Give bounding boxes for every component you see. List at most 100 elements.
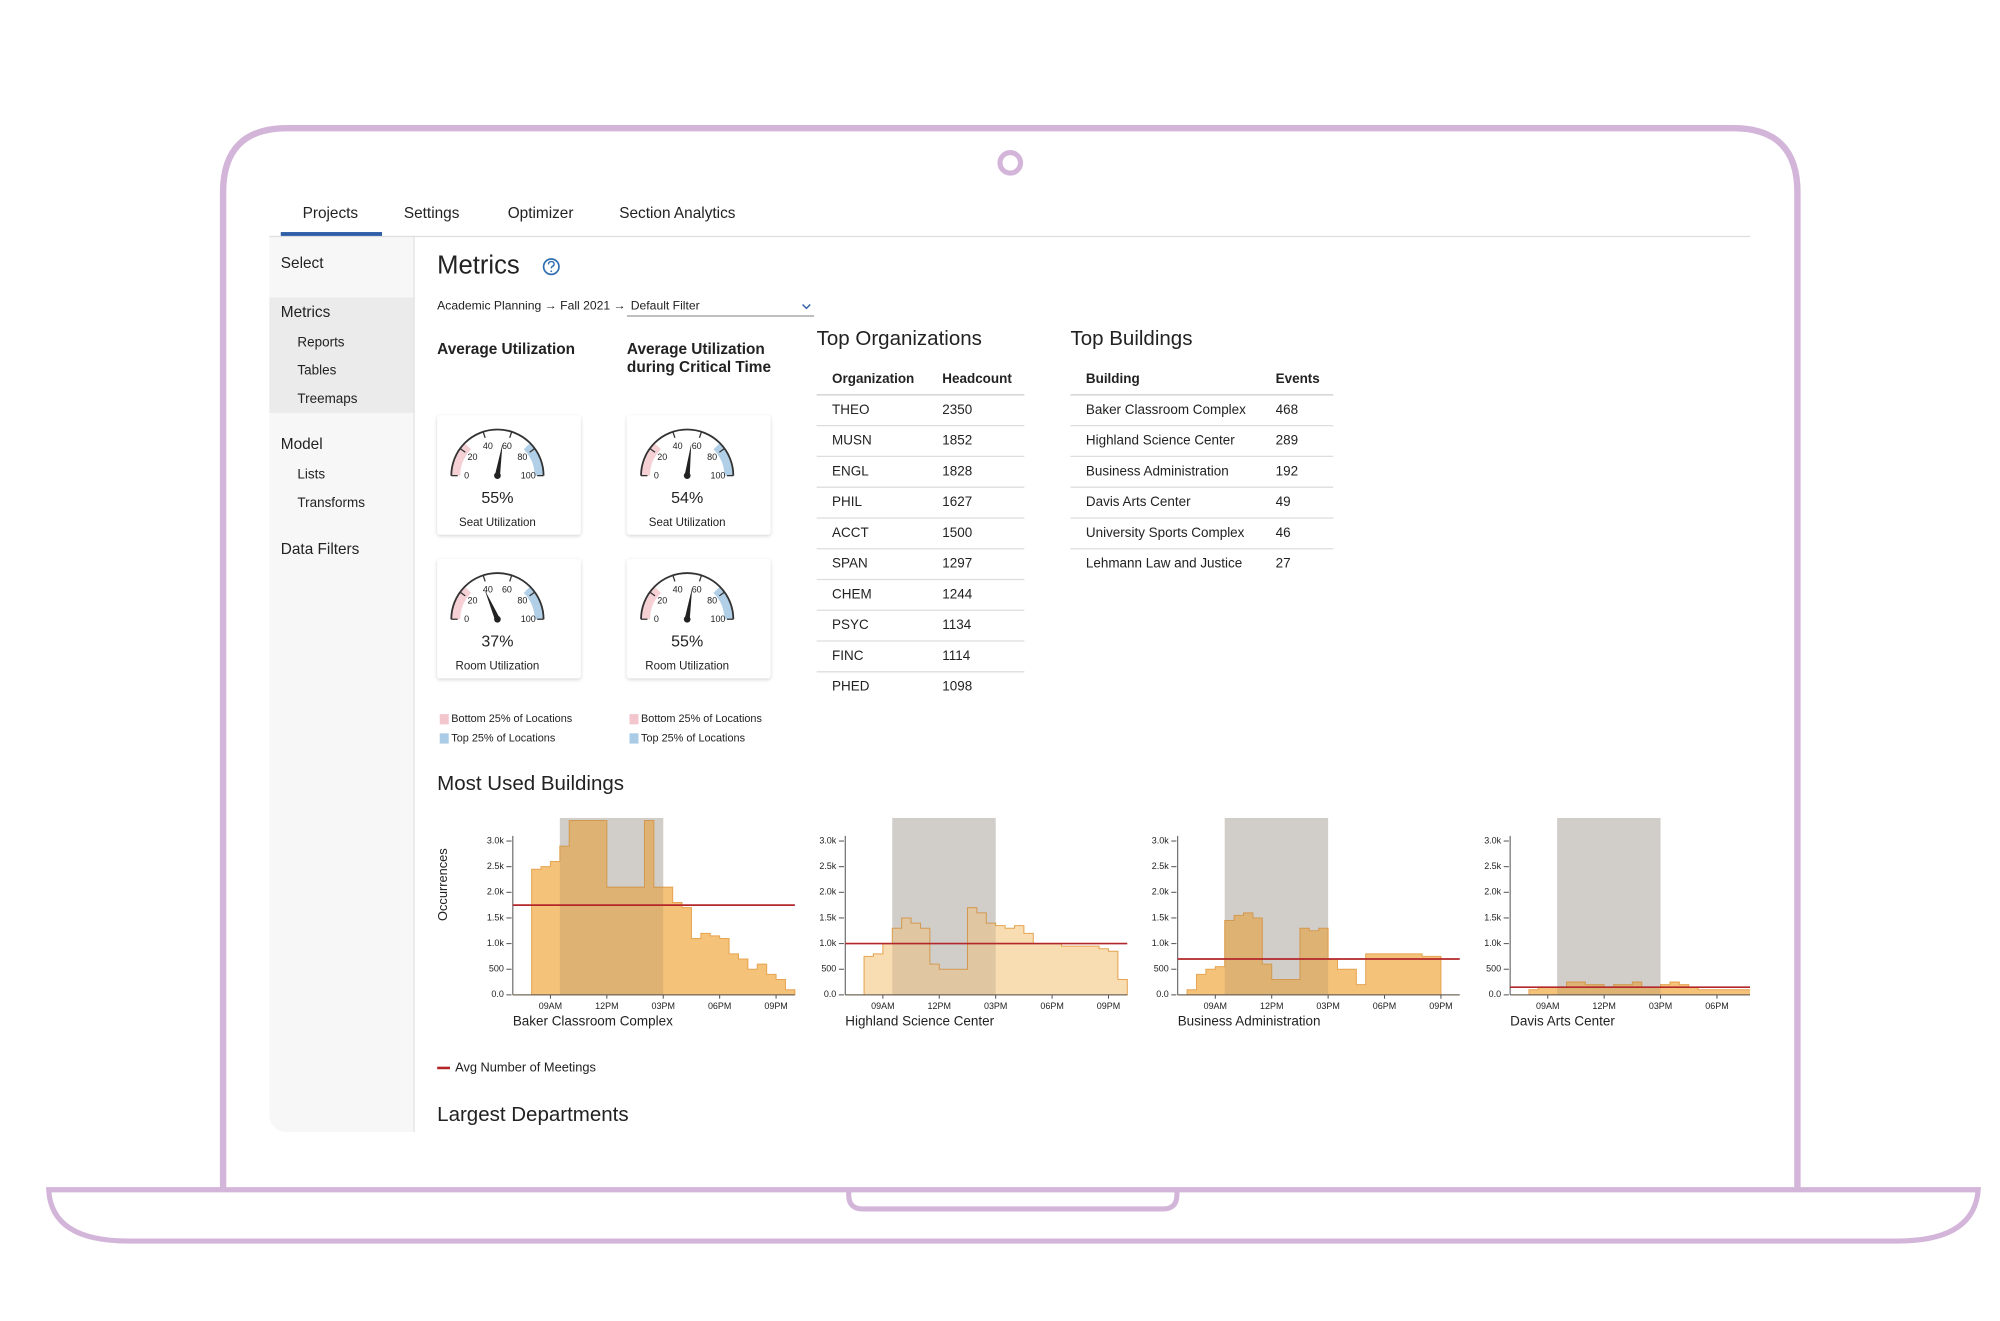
gauge-card <box>437 558 581 679</box>
y-tick-label: 2.0k <box>487 887 504 897</box>
gauge-tick-label: 100 <box>521 614 536 624</box>
x-tick-label: 09AM <box>1204 1001 1227 1011</box>
table-cell: 468 <box>1276 402 1298 417</box>
gauge-arc <box>640 428 735 476</box>
gauge-hub <box>683 472 691 479</box>
gauge-tick <box>672 431 676 439</box>
y-tick-label: 2.5k <box>819 861 836 871</box>
gauge-needle <box>684 443 692 476</box>
x-tick-label: 06PM <box>1705 1001 1728 1011</box>
table-cell: 1500 <box>942 525 972 540</box>
y-tick-label: 1.0k <box>819 938 836 948</box>
table-cell: Business Administration <box>1086 463 1229 478</box>
sidebar-section[interactable]: Select <box>281 255 324 272</box>
gauge-band-low <box>641 443 661 476</box>
active-tab-underline <box>280 232 383 236</box>
chart-name: Baker Classroom Complex <box>513 1013 673 1028</box>
help-icon-dot <box>550 270 553 273</box>
table-cell: THEO <box>832 402 869 417</box>
sidebar-section[interactable]: Metrics <box>281 304 331 321</box>
tab[interactable]: Settings <box>404 205 460 222</box>
laptop-lid <box>219 125 1801 1190</box>
gauge-hub <box>683 615 691 623</box>
sidebar-item[interactable]: Treemaps <box>297 391 357 406</box>
y-tick-label: 1.0k <box>1484 938 1501 948</box>
gauge-hub <box>494 615 501 623</box>
sidebar-item[interactable]: Transforms <box>297 495 365 510</box>
table-cell: ENGL <box>832 463 869 478</box>
gauge-card <box>626 415 771 535</box>
table-cell: CHEM <box>832 586 872 601</box>
legend-label: Bottom 25% of Locations <box>451 713 572 725</box>
x-tick-label: 03PM <box>984 1001 1007 1011</box>
y-tick-label: 1.5k <box>1484 912 1501 922</box>
gauge-card <box>437 415 581 535</box>
tab[interactable]: Projects <box>303 205 359 222</box>
gauge-tick-label: 0 <box>654 614 659 624</box>
gauge-tick-label: 40 <box>483 584 493 594</box>
legend-swatch <box>439 714 449 725</box>
gauge-tick-label: 60 <box>502 584 512 594</box>
sidebar-item[interactable]: Reports <box>297 335 344 350</box>
gauge-arc <box>450 572 545 620</box>
gauge-band-high <box>713 586 734 620</box>
tab[interactable]: Section Analytics <box>619 205 736 222</box>
filter-chevron[interactable] <box>802 303 811 310</box>
x-tick-label: 03PM <box>652 1001 675 1011</box>
help-icon-glyph <box>547 260 555 269</box>
sidebar-item[interactable]: Tables <box>297 363 336 378</box>
gauge-tick-label: 0 <box>654 471 659 481</box>
gauge-tick <box>698 431 703 439</box>
table-cell: Davis Arts Center <box>1086 494 1191 509</box>
laptop-notch <box>846 1189 1180 1212</box>
table-cell: PHIL <box>832 494 862 509</box>
legend-swatch <box>629 733 639 744</box>
sidebar-section[interactable]: Model <box>281 436 323 453</box>
page-title: Metrics <box>437 251 520 279</box>
x-tick-label: 09PM <box>1429 1001 1452 1011</box>
gauge-value: 55% <box>671 633 703 651</box>
sidebar-item[interactable]: Lists <box>297 467 325 482</box>
gauge-tick <box>529 448 536 453</box>
sidebar-section[interactable]: Data Filters <box>281 541 360 558</box>
y-tick-label: 2.5k <box>1484 861 1501 871</box>
gauge-band-high <box>523 443 544 476</box>
gauge-tick <box>672 575 676 582</box>
gauge-tick <box>459 591 466 597</box>
table-cell: 46 <box>1276 525 1291 540</box>
gauge-card <box>626 558 771 679</box>
table-cell: MUSN <box>832 433 872 448</box>
gauge-needle <box>484 589 500 621</box>
filter-dropdown[interactable]: Default Filter <box>631 299 700 313</box>
gauge-tick <box>482 575 486 582</box>
table-cell: FINC <box>832 648 864 663</box>
gauge-tick <box>649 448 656 453</box>
x-tick-label: 12PM <box>595 1001 618 1011</box>
y-axis-label: Occurrences <box>435 848 450 921</box>
x-tick-label: 06PM <box>708 1001 731 1011</box>
x-tick-label: 09PM <box>1762 1001 1785 1011</box>
legend-swatch <box>439 733 449 744</box>
gauge-tick-label: 20 <box>657 452 667 462</box>
gauge-tick-label: 80 <box>517 452 527 462</box>
help-icon[interactable] <box>542 258 560 276</box>
chart-name: Highland Science Center <box>845 1013 994 1028</box>
table-cell: Highland Science Center <box>1086 433 1235 448</box>
column-header: Building <box>1086 371 1140 386</box>
table-cell: ACCT <box>832 525 869 540</box>
table-cell: 1828 <box>942 463 972 478</box>
table-title: Top Buildings <box>1071 327 1193 350</box>
table-title: Top Organizations <box>817 327 982 350</box>
gauge-band-low <box>641 586 661 620</box>
area <box>845 907 1128 996</box>
tab[interactable]: Optimizer <box>508 205 574 222</box>
table-cell: 49 <box>1276 494 1291 509</box>
column-header: Organization <box>832 371 914 386</box>
gauge-tick-label: 80 <box>517 596 527 606</box>
column-header: Events <box>1276 371 1320 386</box>
gauge-tick <box>718 448 725 453</box>
section-title: Largest Departments <box>437 1103 628 1126</box>
gauge-tick-label: 60 <box>692 441 702 451</box>
area <box>512 820 796 996</box>
